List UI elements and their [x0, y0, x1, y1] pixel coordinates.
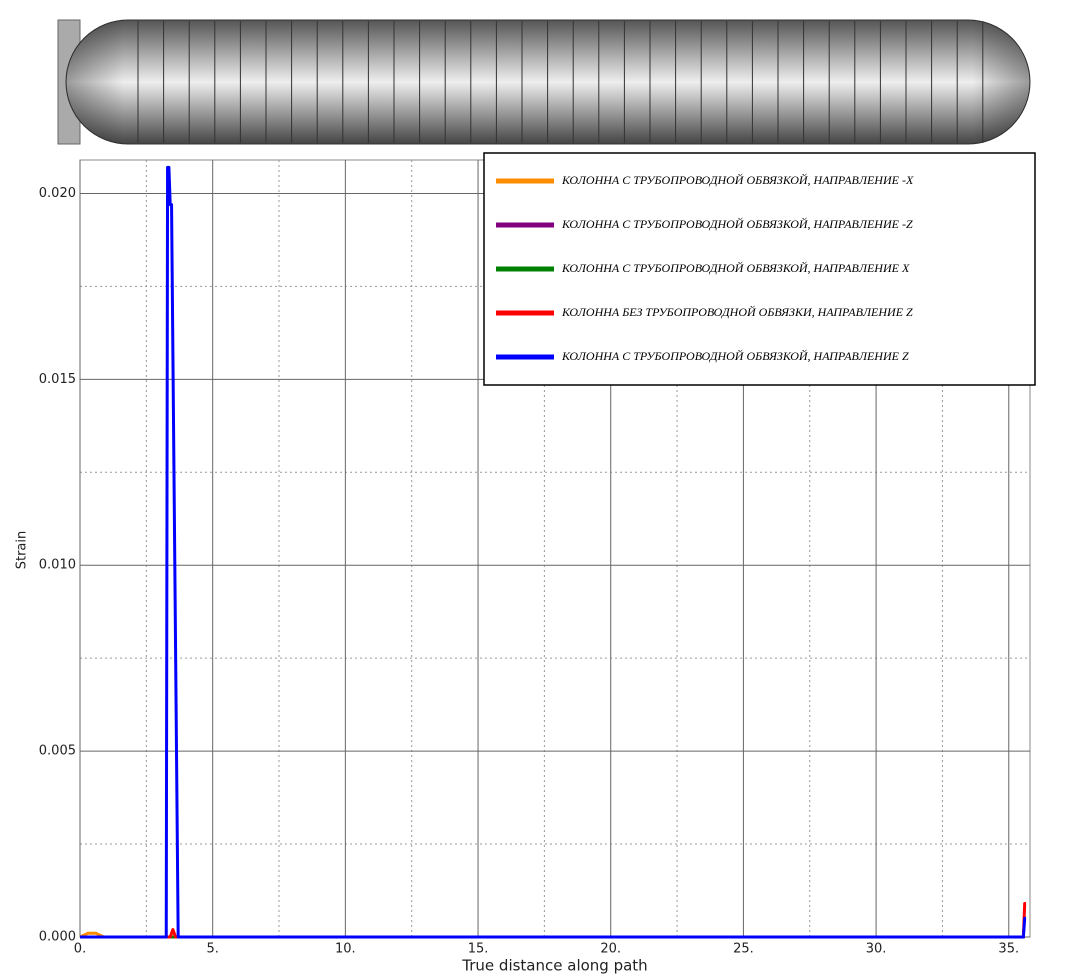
x-tick-label: 10.	[335, 942, 356, 957]
y-tick-label: 0.005	[39, 744, 76, 759]
series-line	[80, 902, 1027, 939]
legend-label: КОЛОННА С ТРУБОПРОВОДНОЙ ОБВЯЗКОЙ, НАПРА…	[561, 172, 914, 187]
x-tick-label: 25.	[733, 942, 754, 957]
y-tick-label: 0.015	[39, 372, 76, 387]
x-tick-label: 0.	[74, 942, 86, 957]
y-tick-label: 0.000	[39, 930, 76, 945]
legend-label: КОЛОННА С ТРУБОПРОВОДНОЙ ОБВЯЗКОЙ, НАПРА…	[561, 348, 909, 363]
x-tick-label: 5.	[206, 942, 218, 957]
series-line	[80, 165, 1027, 939]
legend-box	[483, 152, 1036, 386]
vessel-image	[57, 19, 1031, 145]
legend-label: КОЛОННА С ТРУБОПРОВОДНОЙ ОБВЯЗКОЙ, НАПРА…	[561, 216, 913, 231]
x-axis-label: True distance along path	[461, 957, 647, 975]
legend-label: КОЛОННА БЕЗ ТРУБОПРОВОДНОЙ ОБВЯЗКИ, НАПР…	[561, 304, 913, 319]
y-axis-label: Strain	[15, 531, 30, 570]
x-tick-label: 35.	[998, 942, 1019, 957]
legend-label: КОЛОННА С ТРУБОПРОВОДНОЙ ОБВЯЗКОЙ, НАПРА…	[561, 260, 910, 275]
y-tick-label: 0.010	[39, 558, 76, 573]
x-tick-label: 30.	[866, 942, 887, 957]
y-tick-label: 0.020	[39, 186, 76, 201]
x-tick-label: 15.	[468, 942, 489, 957]
x-tick-label: 20.	[600, 942, 621, 957]
